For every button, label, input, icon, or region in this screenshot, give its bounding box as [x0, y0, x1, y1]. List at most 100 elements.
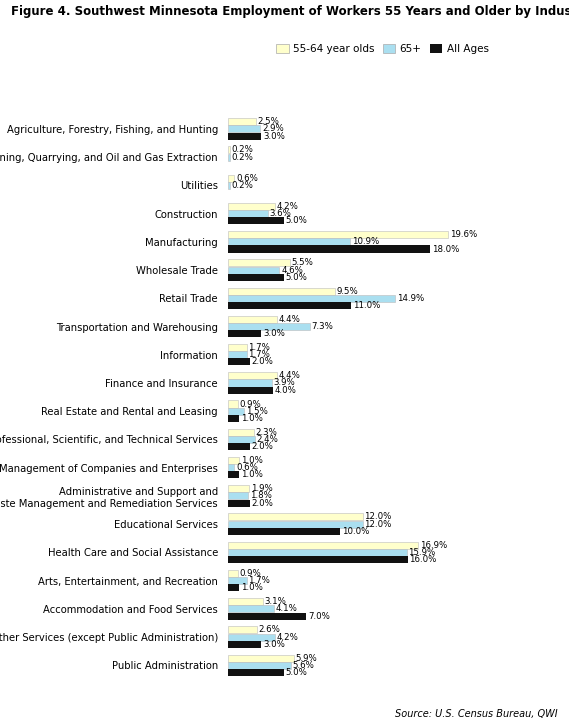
Text: 0.9%: 0.9% [240, 569, 261, 578]
Legend: 55-64 year olds, 65+, All Ages: 55-64 year olds, 65+, All Ages [273, 40, 493, 58]
Text: 18.0%: 18.0% [432, 245, 459, 253]
Bar [228, 549, 407, 556]
Bar [228, 323, 310, 330]
Text: Figure 4. Southwest Minnesota Employment of Workers 55 Years and Older by Indust: Figure 4. Southwest Minnesota Employment… [11, 5, 569, 18]
Bar [228, 245, 430, 253]
Text: 1.8%: 1.8% [250, 492, 271, 500]
Text: 1.5%: 1.5% [246, 406, 268, 416]
Bar [228, 634, 275, 640]
Text: 3.1%: 3.1% [264, 597, 286, 606]
Text: 19.6%: 19.6% [450, 230, 477, 239]
Text: 14.9%: 14.9% [397, 294, 424, 303]
Text: 5.6%: 5.6% [292, 661, 314, 670]
Bar [228, 295, 395, 302]
Text: 4.4%: 4.4% [279, 315, 300, 323]
Text: 1.0%: 1.0% [241, 456, 262, 465]
Bar [228, 387, 273, 393]
Bar [228, 373, 277, 379]
Bar [228, 401, 238, 407]
Bar [228, 133, 261, 139]
Text: 0.2%: 0.2% [232, 180, 253, 190]
Text: 1.0%: 1.0% [241, 583, 262, 592]
Bar [228, 471, 239, 479]
Bar [228, 266, 279, 274]
Bar [228, 238, 351, 245]
Bar [228, 231, 448, 238]
Text: 5.9%: 5.9% [296, 653, 318, 663]
Bar [228, 577, 247, 584]
Text: 2.0%: 2.0% [252, 357, 274, 367]
Bar [228, 485, 249, 492]
Text: 3.0%: 3.0% [263, 131, 285, 141]
Text: 2.0%: 2.0% [252, 442, 274, 451]
Text: 4.1%: 4.1% [275, 604, 298, 614]
Text: 2.4%: 2.4% [256, 435, 278, 444]
Text: 3.0%: 3.0% [263, 329, 285, 338]
Text: 2.9%: 2.9% [262, 124, 284, 134]
Text: 16.0%: 16.0% [410, 555, 437, 564]
Text: 4.2%: 4.2% [277, 202, 299, 211]
Bar [228, 598, 262, 605]
Bar [228, 612, 307, 619]
Bar [228, 457, 239, 464]
Text: 3.6%: 3.6% [270, 209, 292, 218]
Bar [228, 259, 290, 266]
Text: 7.0%: 7.0% [308, 612, 330, 620]
Text: 2.6%: 2.6% [258, 625, 281, 635]
Bar [228, 408, 245, 414]
Bar [228, 203, 275, 210]
Bar [228, 210, 268, 217]
Text: 11.0%: 11.0% [353, 301, 381, 310]
Text: 5.5%: 5.5% [291, 258, 313, 267]
Text: 4.2%: 4.2% [277, 632, 299, 642]
Bar [228, 126, 260, 132]
Text: 15.9%: 15.9% [409, 548, 436, 557]
Text: 2.3%: 2.3% [255, 427, 277, 437]
Text: 1.7%: 1.7% [249, 350, 270, 360]
Bar [228, 330, 261, 337]
Text: 3.0%: 3.0% [263, 640, 285, 649]
Text: 12.0%: 12.0% [364, 520, 392, 529]
Text: 12.0%: 12.0% [364, 513, 392, 521]
Bar [228, 570, 238, 577]
Bar [228, 302, 352, 309]
Bar [228, 380, 271, 386]
Bar [228, 605, 274, 612]
Text: 1.7%: 1.7% [249, 343, 270, 352]
Text: 16.9%: 16.9% [419, 541, 447, 549]
Text: 1.0%: 1.0% [241, 414, 262, 423]
Bar [228, 669, 284, 676]
Text: 2.5%: 2.5% [257, 117, 279, 126]
Bar [228, 287, 335, 295]
Text: 0.2%: 0.2% [232, 145, 253, 155]
Bar [228, 528, 340, 535]
Text: 4.0%: 4.0% [274, 386, 296, 395]
Bar [228, 154, 230, 160]
Bar [228, 429, 254, 436]
Text: Source: U.S. Census Bureau, QWI: Source: U.S. Census Bureau, QWI [395, 709, 558, 719]
Bar [228, 118, 255, 125]
Bar [228, 584, 239, 591]
Bar [228, 655, 294, 661]
Bar [228, 147, 230, 154]
Text: 5.0%: 5.0% [286, 217, 307, 225]
Text: 7.3%: 7.3% [311, 322, 333, 331]
Bar [228, 556, 408, 563]
Bar [228, 217, 284, 225]
Bar [228, 415, 239, 422]
Bar [228, 521, 363, 528]
Bar [228, 500, 250, 507]
Text: 0.2%: 0.2% [232, 152, 253, 162]
Bar [228, 443, 250, 451]
Bar [228, 640, 261, 648]
Text: 0.6%: 0.6% [236, 464, 258, 472]
Text: 5.0%: 5.0% [286, 273, 307, 282]
Text: 0.6%: 0.6% [236, 174, 258, 183]
Bar [228, 662, 291, 669]
Text: 10.0%: 10.0% [342, 527, 369, 536]
Bar [228, 542, 418, 549]
Bar [228, 436, 255, 443]
Text: 5.0%: 5.0% [286, 668, 307, 677]
Bar [228, 513, 363, 521]
Bar [228, 316, 277, 323]
